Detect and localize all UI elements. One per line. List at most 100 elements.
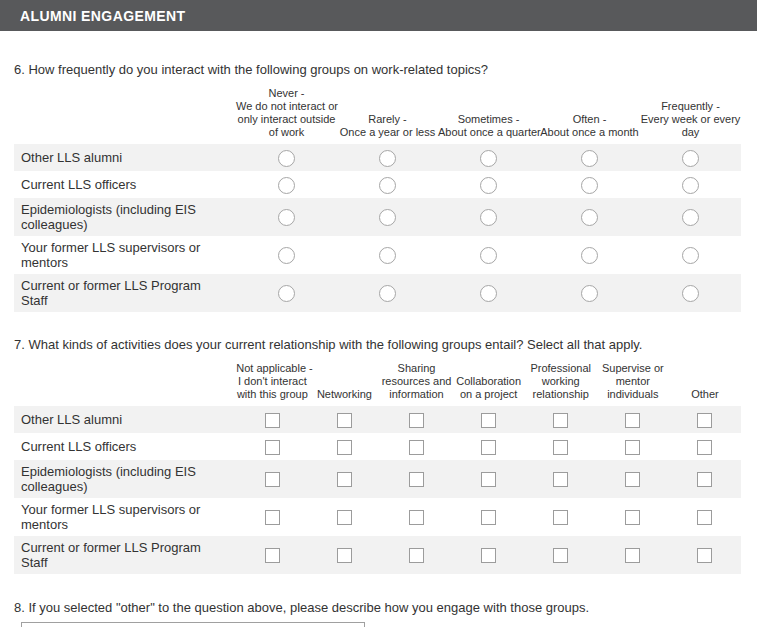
q6-radio-3-frequently[interactable] bbox=[682, 247, 699, 264]
q7-row-label-1: Current LLS officers bbox=[14, 433, 236, 460]
q7-column-header-professional: Professionalworkingrelationship bbox=[525, 362, 597, 406]
q6-radio-0-sometimes[interactable] bbox=[480, 150, 497, 167]
q6-radio-3-sometimes[interactable] bbox=[480, 247, 497, 264]
column-header-line: of work bbox=[236, 126, 337, 139]
question-7-label: 7. What kinds of activities does your cu… bbox=[14, 337, 743, 352]
q6-radio-0-frequently[interactable] bbox=[682, 150, 699, 167]
q6-row-2: Epidemiologists (including EIS colleague… bbox=[14, 198, 741, 236]
column-header-line: About once a quarter bbox=[438, 126, 539, 139]
q7-checkbox-1-other[interactable] bbox=[697, 440, 712, 455]
q6-radio-3-never[interactable] bbox=[278, 247, 295, 264]
q7-checkbox-0-sharing[interactable] bbox=[409, 413, 424, 428]
q7-checkbox-1-collaboration[interactable] bbox=[481, 440, 496, 455]
q7-checkbox-1-not-applicable[interactable] bbox=[265, 440, 280, 455]
q6-radio-1-frequently[interactable] bbox=[682, 177, 699, 194]
q7-checkbox-4-other[interactable] bbox=[697, 548, 712, 563]
q7-column-header-supervise: Supervise ormentorindividuals bbox=[597, 362, 669, 406]
q6-cell-1-rarely bbox=[337, 171, 438, 198]
q7-checkbox-4-supervise[interactable] bbox=[625, 548, 640, 563]
q6-cell-1-sometimes bbox=[438, 171, 539, 198]
q6-radio-1-never[interactable] bbox=[278, 177, 295, 194]
q6-row-label-1: Current LLS officers bbox=[14, 171, 236, 198]
q6-radio-4-never[interactable] bbox=[278, 285, 295, 302]
q7-checkbox-4-professional[interactable] bbox=[553, 548, 568, 563]
column-header-line: resources and bbox=[380, 375, 452, 388]
q7-checkbox-2-sharing[interactable] bbox=[409, 472, 424, 487]
q6-radio-2-rarely[interactable] bbox=[379, 209, 396, 226]
q6-radio-0-often[interactable] bbox=[581, 150, 598, 167]
q7-cell-3-sharing bbox=[380, 498, 452, 536]
q6-radio-4-rarely[interactable] bbox=[379, 285, 396, 302]
q6-radio-2-often[interactable] bbox=[581, 209, 598, 226]
q6-radio-2-sometimes[interactable] bbox=[480, 209, 497, 226]
q6-cell-4-often bbox=[539, 274, 640, 312]
q7-cell-0-other bbox=[669, 406, 741, 433]
column-header-line: Frequently - bbox=[640, 100, 741, 113]
column-header-line: Networking bbox=[308, 388, 380, 401]
question-7-matrix: Not applicable -I don't interactwith thi… bbox=[14, 362, 743, 574]
q7-checkbox-4-sharing[interactable] bbox=[409, 548, 424, 563]
q6-radio-4-sometimes[interactable] bbox=[480, 285, 497, 302]
q7-checkbox-0-networking[interactable] bbox=[337, 413, 352, 428]
q6-radio-2-frequently[interactable] bbox=[682, 209, 699, 226]
question-8-textarea[interactable] bbox=[21, 622, 365, 627]
column-header-line: We do not interact or bbox=[236, 100, 337, 113]
column-header-line: Often - bbox=[539, 113, 640, 126]
column-header-line: Supervise or bbox=[597, 362, 669, 375]
q7-checkbox-0-not-applicable[interactable] bbox=[265, 413, 280, 428]
q6-cell-1-often bbox=[539, 171, 640, 198]
q7-checkbox-2-collaboration[interactable] bbox=[481, 472, 496, 487]
q7-checkbox-3-sharing[interactable] bbox=[409, 510, 424, 525]
q6-cell-0-rarely bbox=[337, 144, 438, 171]
q7-checkbox-4-networking[interactable] bbox=[337, 548, 352, 563]
q6-radio-4-often[interactable] bbox=[581, 285, 598, 302]
q7-checkbox-0-supervise[interactable] bbox=[625, 413, 640, 428]
q7-cell-2-sharing bbox=[380, 460, 452, 498]
q6-radio-3-often[interactable] bbox=[581, 247, 598, 264]
q6-radio-4-frequently[interactable] bbox=[682, 285, 699, 302]
q6-row-0: Other LLS alumni bbox=[14, 144, 741, 171]
q6-row-label-4: Current or former LLS Program Staff bbox=[14, 274, 236, 312]
q7-checkbox-1-professional[interactable] bbox=[553, 440, 568, 455]
q7-checkbox-2-not-applicable[interactable] bbox=[265, 472, 280, 487]
q7-checkbox-3-supervise[interactable] bbox=[625, 510, 640, 525]
q7-checkbox-2-networking[interactable] bbox=[337, 472, 352, 487]
q6-radio-3-rarely[interactable] bbox=[379, 247, 396, 264]
q7-checkbox-4-collaboration[interactable] bbox=[481, 548, 496, 563]
q7-cell-3-supervise bbox=[597, 498, 669, 536]
column-header-line: relationship bbox=[525, 388, 597, 401]
q6-row-label-0: Other LLS alumni bbox=[14, 144, 236, 171]
column-header-line: only interact outside bbox=[236, 113, 337, 126]
q6-radio-1-sometimes[interactable] bbox=[480, 177, 497, 194]
q6-radio-1-often[interactable] bbox=[581, 177, 598, 194]
q7-cell-3-other bbox=[669, 498, 741, 536]
q7-checkbox-0-professional[interactable] bbox=[553, 413, 568, 428]
q7-checkbox-1-sharing[interactable] bbox=[409, 440, 424, 455]
q6-radio-2-never[interactable] bbox=[278, 209, 295, 226]
q7-checkbox-2-supervise[interactable] bbox=[625, 472, 640, 487]
q7-checkbox-2-professional[interactable] bbox=[553, 472, 568, 487]
column-header-line: on a project bbox=[453, 388, 525, 401]
q7-checkbox-0-other[interactable] bbox=[697, 413, 712, 428]
q7-checkbox-3-collaboration[interactable] bbox=[481, 510, 496, 525]
q7-checkbox-0-collaboration[interactable] bbox=[481, 413, 496, 428]
q6-radio-0-never[interactable] bbox=[278, 150, 295, 167]
q7-checkbox-4-not-applicable[interactable] bbox=[265, 548, 280, 563]
q6-cell-3-rarely bbox=[337, 236, 438, 274]
q7-cell-1-networking bbox=[308, 433, 380, 460]
q7-cell-0-professional bbox=[525, 406, 597, 433]
q6-cell-0-frequently bbox=[640, 144, 741, 171]
q6-radio-1-rarely[interactable] bbox=[379, 177, 396, 194]
column-header-line: mentor bbox=[597, 375, 669, 388]
q6-radio-0-rarely[interactable] bbox=[379, 150, 396, 167]
q7-checkbox-3-other[interactable] bbox=[697, 510, 712, 525]
q7-cell-4-professional bbox=[525, 536, 597, 574]
q7-checkbox-1-supervise[interactable] bbox=[625, 440, 640, 455]
column-header-line: Collaboration bbox=[453, 375, 525, 388]
q7-checkbox-3-not-applicable[interactable] bbox=[265, 510, 280, 525]
q7-cell-0-supervise bbox=[597, 406, 669, 433]
q7-checkbox-3-professional[interactable] bbox=[553, 510, 568, 525]
q7-checkbox-1-networking[interactable] bbox=[337, 440, 352, 455]
q7-checkbox-2-other[interactable] bbox=[697, 472, 712, 487]
q7-checkbox-3-networking[interactable] bbox=[337, 510, 352, 525]
